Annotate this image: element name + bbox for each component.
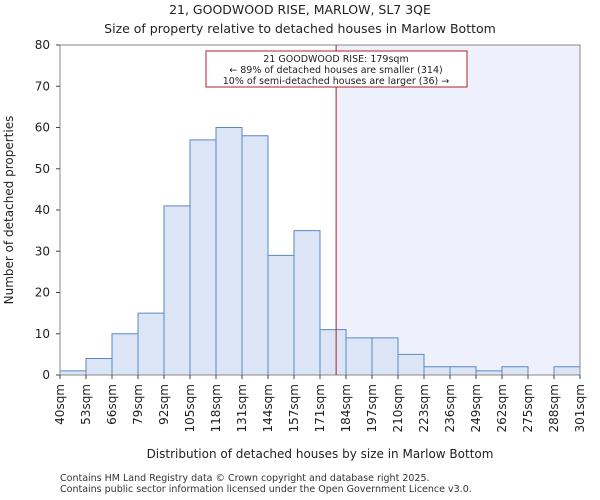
annotation-line3: 10% of semi-detached houses are larger (…	[223, 76, 450, 87]
histogram-bar	[345, 337, 373, 376]
histogram-bar	[371, 337, 399, 376]
x-tick-label: 144sqm	[261, 384, 275, 432]
x-tick-label: 288sqm	[547, 384, 561, 432]
x-tick-label: 262sqm	[495, 384, 509, 432]
y-tick-label: 20	[35, 286, 50, 300]
histogram-bar	[293, 230, 321, 376]
histogram-bar	[319, 329, 347, 376]
y-tick-label: 80	[35, 38, 50, 52]
x-tick-label: 171sqm	[313, 384, 327, 432]
histogram-bar	[449, 366, 477, 376]
x-tick-label: 157sqm	[287, 384, 301, 432]
x-tick-label: 118sqm	[209, 384, 223, 432]
x-tick-label: 197sqm	[365, 384, 379, 432]
histogram-bar	[423, 366, 451, 376]
y-tick-label: 60	[35, 121, 50, 135]
chart-title-line1: 21, GOODWOOD RISE, MARLOW, SL7 3QE	[169, 2, 431, 17]
y-axis-label: Number of detached properties	[2, 116, 16, 305]
histogram-bar	[475, 370, 503, 376]
y-tick-label: 40	[35, 203, 50, 217]
x-tick-label: 105sqm	[183, 384, 197, 432]
histogram-bar	[137, 312, 165, 376]
x-tick-label: 223sqm	[417, 384, 431, 432]
footer-line1: Contains HM Land Registry data © Crown c…	[60, 473, 430, 484]
x-tick-label: 249sqm	[469, 384, 483, 432]
histogram-bar	[215, 127, 243, 376]
y-tick-label: 70	[35, 79, 50, 93]
x-tick-label: 66sqm	[105, 384, 119, 425]
x-tick-label: 184sqm	[339, 384, 353, 432]
x-tick-label: 210sqm	[391, 384, 405, 432]
y-tick-label: 50	[35, 162, 50, 176]
histogram-bar	[397, 353, 425, 376]
footer-line2: Contains public sector information licen…	[60, 484, 472, 495]
histogram-bar	[501, 366, 529, 376]
histogram-bar	[85, 358, 113, 376]
histogram-bar	[111, 333, 139, 376]
histogram-bar	[189, 139, 217, 376]
histogram-bar	[553, 366, 581, 376]
annotation-box: 21 GOODWOOD RISE: 179sqm ← 89% of detach…	[205, 50, 468, 88]
x-axis-label: Distribution of detached houses by size …	[147, 447, 494, 461]
x-tick-label: 40sqm	[53, 384, 67, 425]
y-tick-label: 30	[35, 244, 50, 258]
x-tick-label: 131sqm	[235, 384, 249, 432]
histogram-bar	[241, 135, 269, 376]
histogram-bar	[267, 254, 295, 376]
x-tick-label: 275sqm	[521, 384, 535, 432]
x-tick-label: 301sqm	[573, 384, 587, 432]
y-tick-label: 0	[42, 368, 50, 382]
annotation-line2: ← 89% of detached houses are smaller (31…	[229, 65, 442, 76]
larger-region-shade	[336, 45, 580, 375]
x-tick-label: 236sqm	[443, 384, 457, 432]
chart-title-line2: Size of property relative to detached ho…	[104, 21, 496, 36]
x-tick-label: 53sqm	[79, 384, 93, 425]
histogram-bar	[163, 205, 191, 376]
x-tick-label: 92sqm	[157, 384, 171, 425]
x-tick-label: 79sqm	[131, 384, 145, 425]
annotation-line1: 21 GOODWOOD RISE: 179sqm	[263, 54, 408, 65]
y-tick-label: 10	[35, 327, 50, 341]
histogram-bar	[59, 370, 87, 376]
